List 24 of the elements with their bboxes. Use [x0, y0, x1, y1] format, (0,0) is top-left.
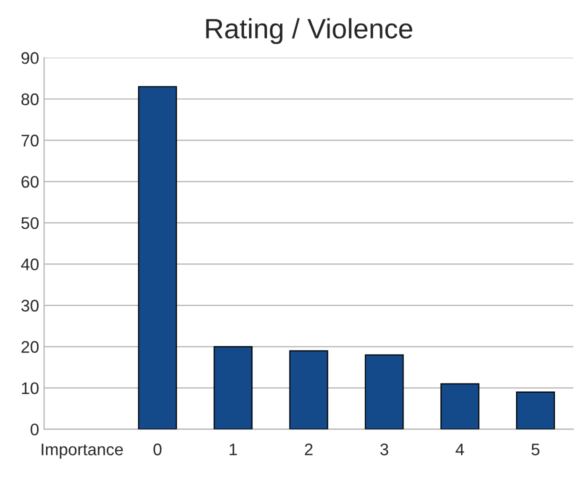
y-tick-label: 10 — [22, 382, 39, 394]
bar — [138, 86, 177, 430]
y-tick-label: 30 — [21, 300, 39, 312]
x-tick-label: Importance — [42, 444, 123, 459]
x-tick-label: 5 — [532, 444, 540, 456]
y-tick-label: 50 — [21, 217, 39, 230]
x-tick-label: 2 — [304, 444, 312, 456]
chart-title: Rating / Violence — [206, 18, 412, 44]
x-tick-label: 4 — [456, 444, 464, 456]
bar — [289, 350, 328, 430]
y-tick-label: 80 — [21, 93, 39, 106]
y-tick-label: 20 — [22, 341, 39, 353]
bar — [364, 354, 404, 430]
y-tick-label: 40 — [21, 258, 39, 270]
y-tick-label: 90 — [21, 52, 39, 64]
bar — [516, 392, 555, 430]
x-tick-label: 3 — [380, 444, 388, 456]
bar — [214, 346, 253, 430]
y-tick-label: 70 — [22, 134, 39, 146]
x-tick-label: 1 — [230, 444, 237, 456]
bar — [440, 383, 480, 430]
y-tick-label: 60 — [22, 176, 39, 188]
x-tick-label: 0 — [154, 444, 162, 456]
y-tick-label: 0 — [30, 424, 39, 436]
